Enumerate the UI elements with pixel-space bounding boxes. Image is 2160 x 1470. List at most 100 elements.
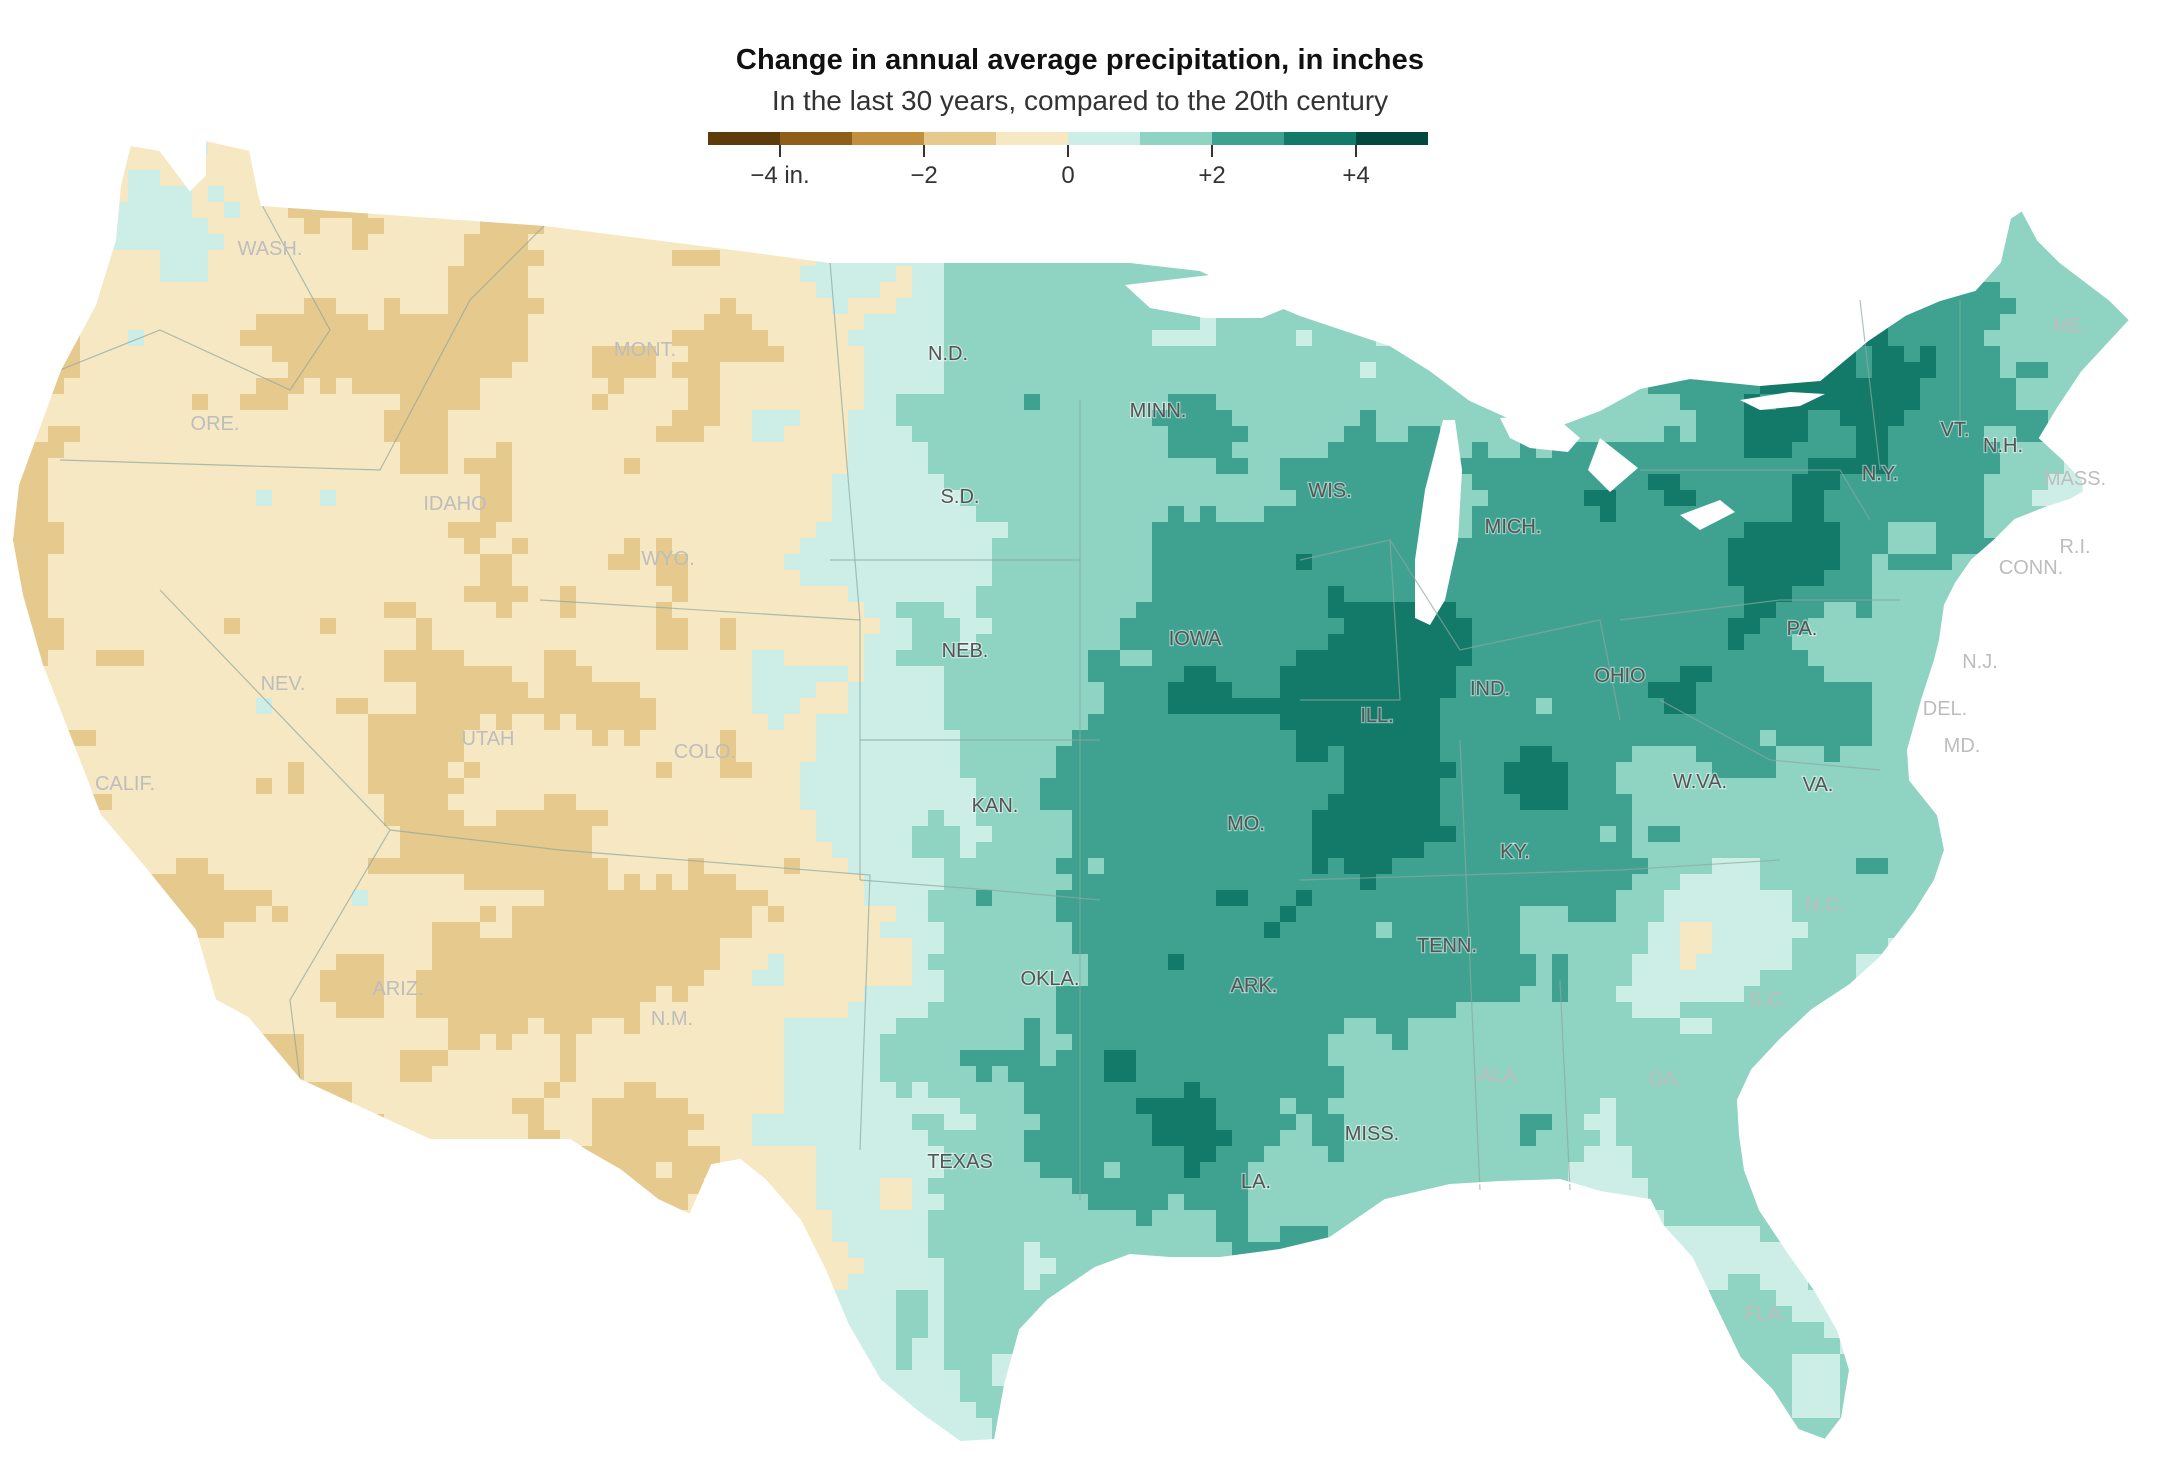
- precip-cell: [1824, 442, 1841, 459]
- precip-cell: [944, 442, 961, 459]
- precip-cell: [480, 474, 497, 491]
- precip-cell: [2112, 378, 2129, 395]
- precip-cell: [2144, 474, 2160, 491]
- precip-cell: [768, 602, 785, 619]
- precip-cell: [1648, 458, 1665, 475]
- precip-cell: [448, 330, 465, 347]
- precip-cell: [2032, 442, 2049, 459]
- precip-cell: [1104, 170, 1121, 187]
- precip-cell: [1136, 634, 1153, 651]
- precip-cell: [16, 250, 33, 267]
- precip-cell: [1696, 474, 1713, 491]
- precip-cell: [448, 618, 465, 635]
- precip-cell: [1280, 586, 1297, 603]
- precip-cell: [128, 298, 145, 315]
- precip-cell: [1456, 634, 1473, 651]
- precip-cell: [688, 140, 705, 155]
- precip-cell: [48, 554, 65, 571]
- precip-cell: [112, 618, 129, 635]
- precip-cell: [1040, 506, 1057, 523]
- precip-cell: [1328, 218, 1345, 235]
- precip-cell: [1248, 314, 1265, 331]
- precip-cell: [960, 458, 977, 475]
- precip-cell: [1888, 442, 1905, 459]
- precip-cell: [1216, 234, 1233, 251]
- precip-cell: [1232, 666, 1249, 683]
- precip-cell: [1824, 618, 1841, 635]
- precip-cell: [1264, 570, 1281, 587]
- precip-cell: [1552, 490, 1569, 507]
- precip-cell: [704, 378, 721, 395]
- precip-cell: [1968, 426, 1985, 443]
- precip-cell: [816, 618, 833, 635]
- precip-cell: [112, 442, 129, 459]
- precip-cell: [1360, 650, 1377, 667]
- precip-cell: [320, 554, 337, 571]
- precip-cell: [1232, 250, 1249, 267]
- precip-cell: [1920, 202, 1937, 219]
- precip-cell: [32, 458, 49, 475]
- precip-cell: [1696, 618, 1713, 635]
- precip-cell: [656, 330, 673, 347]
- precip-cell: [1392, 650, 1409, 667]
- precip-cell: [1264, 538, 1281, 555]
- precip-cell: [1680, 410, 1697, 427]
- precip-cell: [896, 362, 913, 379]
- precip-cell: [1408, 410, 1425, 427]
- precip-cell: [1792, 522, 1809, 539]
- precip-cell: [400, 586, 417, 603]
- precip-cell: [416, 490, 433, 507]
- precip-cell: [1184, 362, 1201, 379]
- precip-cell: [304, 170, 321, 187]
- precip-cell: [1392, 522, 1409, 539]
- precip-cell: [1248, 394, 1265, 411]
- precip-cell: [1600, 602, 1617, 619]
- precip-cell: [1296, 298, 1313, 315]
- precip-cell: [480, 634, 497, 651]
- precip-cell: [848, 106, 865, 123]
- precip-cell: [1088, 586, 1105, 603]
- precip-cell: [272, 474, 289, 491]
- precip-cell: [2000, 106, 2017, 123]
- precip-cell: [544, 282, 561, 299]
- precip-cell: [48, 122, 65, 139]
- precip-cell: [528, 250, 545, 267]
- precip-cell: [752, 122, 769, 139]
- precip-cell: [1056, 538, 1073, 555]
- precip-cell: [1232, 90, 1249, 107]
- precip-cell: [944, 140, 961, 155]
- precip-cell: [432, 522, 449, 539]
- precip-cell: [1760, 506, 1777, 523]
- precip-cell: [1984, 378, 2001, 395]
- precip-cell: [1648, 90, 1665, 107]
- precip-cell: [640, 586, 657, 603]
- precip-cell: [1264, 666, 1281, 683]
- precip-cell: [976, 506, 993, 523]
- precip-cell: [1568, 186, 1585, 203]
- precip-cell: [656, 442, 673, 459]
- precip-cell: [208, 170, 225, 187]
- precip-cell: [240, 218, 257, 235]
- precip-cell: [528, 458, 545, 475]
- precip-cell: [432, 330, 449, 347]
- precip-cell: [848, 586, 865, 603]
- precip-cell: [1840, 602, 1857, 619]
- precip-cell: [1488, 234, 1505, 251]
- precip-cell: [528, 618, 545, 635]
- precip-cell: [2000, 202, 2017, 219]
- precip-cell: [2032, 602, 2049, 619]
- precip-cell: [320, 378, 337, 395]
- precip-cell: [576, 538, 593, 555]
- precip-cell: [1552, 570, 1569, 587]
- precip-cell: [656, 426, 673, 443]
- precip-cell: [192, 426, 209, 443]
- precip-cell: [1408, 378, 1425, 395]
- precip-cell: [912, 362, 929, 379]
- precip-cell: [1840, 538, 1857, 555]
- precip-cell: [1680, 314, 1697, 331]
- precip-cell: [624, 122, 641, 139]
- precip-cell: [144, 410, 161, 427]
- precip-cell: [768, 490, 785, 507]
- precip-cell: [1152, 650, 1169, 667]
- precip-cell: [400, 458, 417, 475]
